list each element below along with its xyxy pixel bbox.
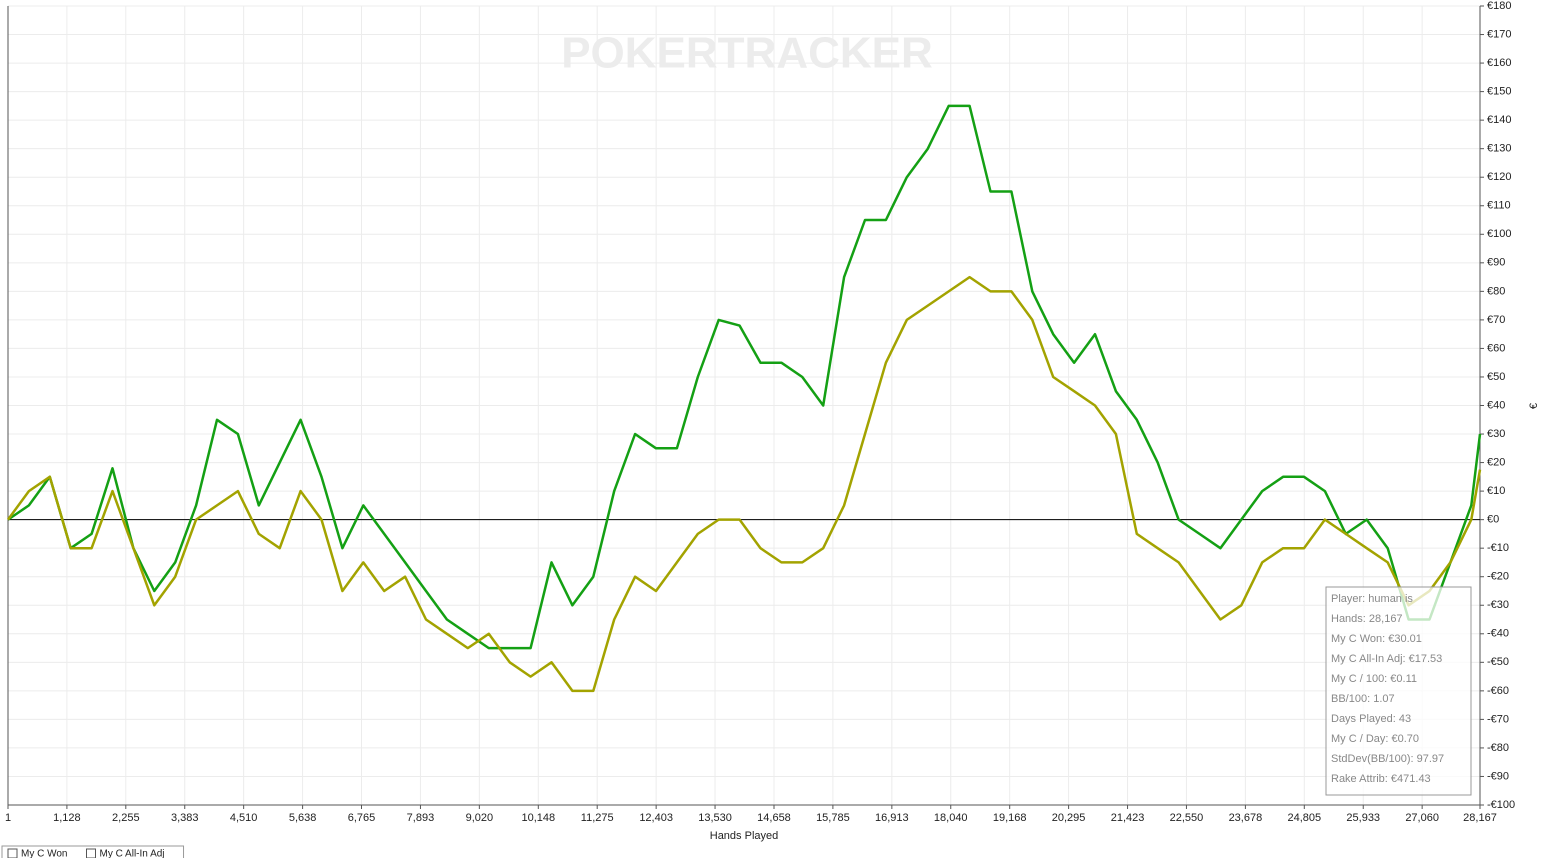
legend-swatch xyxy=(7,848,18,858)
y-tick-label: -€70 xyxy=(1487,713,1509,725)
x-tick-label: 7,893 xyxy=(407,812,435,824)
x-tick-label: 25,933 xyxy=(1346,812,1380,824)
x-tick-label: 24,805 xyxy=(1287,812,1321,824)
y-tick-label: €120 xyxy=(1487,171,1511,183)
y-tick-label: -€20 xyxy=(1487,571,1509,583)
y-tick-label: €70 xyxy=(1487,314,1505,326)
info-line: Player: human is xyxy=(1331,593,1413,605)
watermark: POKERTRACKER xyxy=(561,29,933,78)
info-line: BB/100: 1.07 xyxy=(1331,693,1395,705)
y-tick-label: €20 xyxy=(1487,456,1505,468)
y-tick-label: €160 xyxy=(1487,57,1511,69)
info-line: Days Played: 43 xyxy=(1331,713,1411,725)
legend-swatch xyxy=(86,848,96,858)
y-tick-label: €170 xyxy=(1487,28,1511,40)
x-tick-label: 19,168 xyxy=(993,812,1027,824)
x-axis-label: Hands Played xyxy=(710,830,779,842)
x-tick-label: 3,383 xyxy=(171,812,199,824)
y-tick-label: €150 xyxy=(1487,86,1511,98)
x-tick-label: 4,510 xyxy=(230,812,258,824)
y-tick-label: €90 xyxy=(1487,257,1505,269)
x-tick-label: 1,128 xyxy=(53,812,81,824)
y-tick-label: -€30 xyxy=(1487,599,1509,611)
y-tick-label: €10 xyxy=(1487,485,1505,497)
legend-label: My C Won xyxy=(21,849,68,858)
series-line xyxy=(7,104,1482,650)
y-tick-label: -€90 xyxy=(1487,770,1509,782)
info-line: My C / 100: €0.11 xyxy=(1331,673,1417,685)
y-tick-label: -€50 xyxy=(1487,656,1509,668)
y-tick-label: €50 xyxy=(1487,371,1505,383)
series-line xyxy=(6,275,1482,693)
y-tick-label: €80 xyxy=(1487,285,1505,297)
info-line: My C Won: €30.01 xyxy=(1331,633,1422,645)
x-tick-label: 18,040 xyxy=(934,812,968,824)
legend-label: My C All-In Adj xyxy=(100,849,165,858)
x-tick-label: 15,785 xyxy=(816,812,850,824)
y-tick-label: -€40 xyxy=(1487,628,1509,640)
x-tick-label: 1 xyxy=(5,812,11,824)
x-tick-label: 14,658 xyxy=(757,812,791,824)
y-tick-label: €180 xyxy=(1487,0,1511,12)
legend-frame xyxy=(1,845,185,858)
y-tick-label: €40 xyxy=(1487,399,1505,411)
x-tick-label: 27,060 xyxy=(1405,812,1439,824)
x-tick-label: 13,530 xyxy=(698,812,732,824)
y-tick-label: €60 xyxy=(1487,342,1505,354)
y-tick-label: €140 xyxy=(1487,114,1511,126)
info-line: Rake Attrib: €471.43 xyxy=(1331,773,1431,785)
y-tick-label: €0 xyxy=(1487,514,1499,526)
x-tick-label: 12,403 xyxy=(639,812,673,824)
y-tick-label: -€60 xyxy=(1487,685,1509,697)
x-tick-label: 9,020 xyxy=(466,812,494,824)
y-tick-label: -€100 xyxy=(1487,799,1515,811)
y-tick-label: -€10 xyxy=(1487,542,1509,554)
x-tick-label: 28,167 xyxy=(1463,812,1497,824)
y-tick-label: €30 xyxy=(1487,428,1505,440)
x-tick-label: 5,638 xyxy=(289,812,317,824)
x-tick-label: 23,678 xyxy=(1229,812,1263,824)
y-axis-label: € xyxy=(1528,403,1540,409)
x-tick-label: 20,295 xyxy=(1052,812,1086,824)
y-tick-label: €130 xyxy=(1487,143,1511,155)
info-box xyxy=(1325,586,1472,796)
x-tick-label: 16,913 xyxy=(875,812,909,824)
x-tick-label: 2,255 xyxy=(112,812,140,824)
x-tick-label: 11,275 xyxy=(581,812,614,824)
info-line: StdDev(BB/100): 97.97 xyxy=(1331,753,1444,765)
x-tick-label: 21,423 xyxy=(1111,812,1145,824)
y-tick-label: €100 xyxy=(1487,228,1511,240)
info-line: Hands: 28,167 xyxy=(1331,613,1403,625)
info-line: My C / Day: €0.70 xyxy=(1331,733,1419,745)
y-tick-label: -€80 xyxy=(1487,742,1509,754)
x-tick-label: 22,550 xyxy=(1170,812,1204,824)
info-line: My C All-In Adj: €17.53 xyxy=(1331,653,1442,665)
x-tick-label: 10,148 xyxy=(521,812,555,824)
x-tick-label: 6,765 xyxy=(348,812,376,824)
y-tick-label: €110 xyxy=(1487,200,1511,212)
